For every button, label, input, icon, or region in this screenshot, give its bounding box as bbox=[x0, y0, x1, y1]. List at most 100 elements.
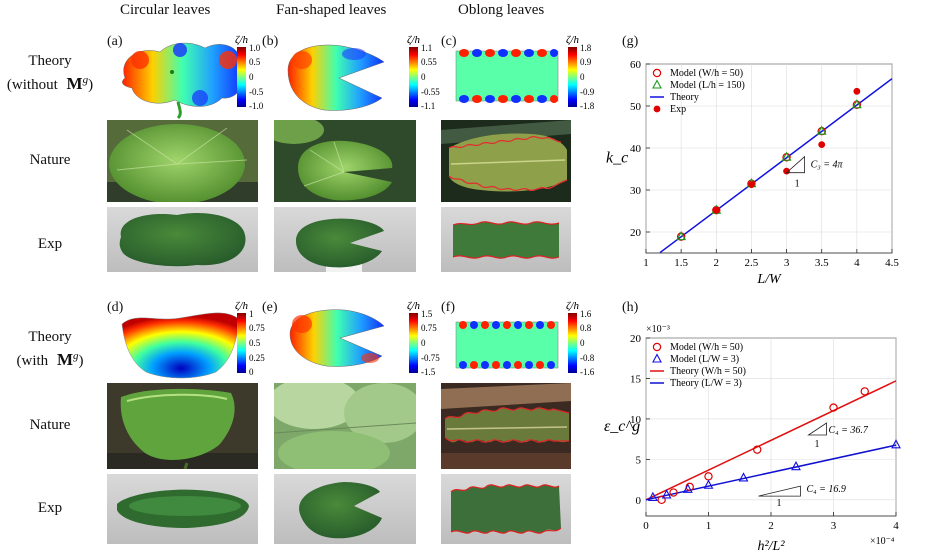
y-scale-label: ×10⁻³ bbox=[646, 324, 670, 335]
nature-fan-photo-2 bbox=[274, 383, 416, 469]
colorbar-tick: 0.75 bbox=[249, 323, 265, 333]
colorbar-tick: 1.6 bbox=[580, 309, 592, 319]
colorbar-title: ζ/h bbox=[235, 300, 249, 312]
colorbar-c: ζ/h 1.8 0.9 0 -0.9 -1.8 bbox=[566, 34, 595, 111]
x-tick-label: 2 bbox=[714, 257, 720, 269]
data-point bbox=[816, 125, 827, 135]
colorbar-title: ζ/h bbox=[407, 34, 421, 46]
cold-spot bbox=[192, 90, 208, 106]
slope-run-label: 1 bbox=[815, 439, 820, 450]
row-label-theory-without: Theory (without Mg) bbox=[6, 53, 94, 93]
slope-annotation: C₃ = 4π bbox=[811, 160, 844, 171]
row-label-exp-2: Exp bbox=[37, 500, 63, 516]
exp-fan-photo-2 bbox=[274, 474, 416, 544]
hot-spot bbox=[292, 315, 312, 333]
cold-spot bbox=[342, 48, 366, 60]
data-point bbox=[748, 181, 755, 188]
legend-label: Model (L/h = 150) bbox=[670, 80, 745, 91]
theory-oblong-leaf-plot-2 bbox=[455, 321, 559, 369]
edge-wave-bottom-2 bbox=[459, 361, 555, 369]
legend-swatch bbox=[652, 79, 662, 89]
hot-spot bbox=[131, 51, 149, 69]
colorbar-tick: 0.5 bbox=[249, 338, 261, 348]
data-point bbox=[738, 472, 749, 482]
hot-spot bbox=[361, 353, 379, 363]
theory-fan-leaf-plot bbox=[287, 44, 385, 111]
column-title-fan: Fan-shaped leaves bbox=[276, 2, 387, 18]
oblong-leaf-shape bbox=[455, 50, 559, 102]
data-point bbox=[703, 479, 714, 489]
nature-circular-photo bbox=[107, 120, 258, 202]
series-line bbox=[645, 444, 897, 501]
edge-wave-top bbox=[459, 49, 558, 57]
colorbar-tick: 0.55 bbox=[421, 57, 437, 67]
legend-label: Model (L/W = 3) bbox=[670, 354, 739, 365]
y-tick-label: 5 bbox=[636, 454, 642, 466]
colorbar-title: ζ/h bbox=[235, 34, 249, 46]
colorbar-tick: 1 bbox=[249, 309, 254, 319]
colorbar-a: ζ/h 1.0 0.5 0 -0.5 -1.0 bbox=[235, 34, 264, 111]
colorbar-tick: -0.8 bbox=[580, 353, 595, 363]
leaf-center-dot bbox=[170, 70, 174, 74]
colorbar-tick: 1.5 bbox=[421, 309, 433, 319]
colorbar-tick: 0 bbox=[249, 367, 254, 377]
series-line bbox=[645, 380, 897, 501]
legend-swatch bbox=[653, 105, 661, 113]
edge-wave-bottom bbox=[459, 95, 558, 103]
colorbar-tick: 0 bbox=[580, 72, 585, 82]
data-point bbox=[647, 491, 658, 501]
y-tick-label: 60 bbox=[630, 59, 642, 71]
colorbar-tick: 0.75 bbox=[421, 323, 437, 333]
colorbar-tick: -0.75 bbox=[421, 353, 440, 363]
data-point bbox=[860, 387, 869, 396]
slope-annotation: C₄ = 16.9 bbox=[807, 484, 846, 495]
exp-oblong-photo-2 bbox=[441, 474, 571, 544]
data-point bbox=[891, 439, 901, 449]
data-point bbox=[661, 489, 672, 499]
colorbar-tick: 0 bbox=[580, 338, 585, 348]
row-label-theory-with: Theory (with Mg) bbox=[16, 329, 84, 369]
nature-fan-photo bbox=[274, 120, 416, 202]
row-label-nature-1: Nature bbox=[29, 152, 71, 168]
data-point bbox=[753, 445, 762, 454]
hot-spot bbox=[292, 51, 312, 69]
colorbar-f: ζ/h 1.6 0.8 0 -0.8 -1.6 bbox=[566, 300, 595, 377]
slope-triangle bbox=[807, 422, 827, 436]
data-point bbox=[676, 230, 687, 241]
legend-label: Exp bbox=[670, 104, 686, 115]
row-label-nature-2: Nature bbox=[29, 417, 71, 433]
colorbar-tick: 0.5 bbox=[249, 57, 261, 67]
x-tick-label: 4 bbox=[854, 257, 860, 269]
data-point bbox=[682, 483, 693, 493]
x-tick-label: 3.5 bbox=[815, 257, 829, 269]
y-tick-label: 20 bbox=[630, 333, 642, 345]
colorbar-tick: 0.8 bbox=[580, 323, 592, 333]
fan-leaf-shape-2 bbox=[289, 309, 385, 367]
data-point bbox=[851, 99, 862, 109]
y-axis-label: k_c bbox=[606, 150, 628, 167]
theory-circular-leaf-plot bbox=[122, 42, 244, 120]
theory-fan-leaf-plot-2 bbox=[289, 309, 385, 367]
colorbar-tick: 0 bbox=[249, 72, 254, 82]
y-tick-label: 15 bbox=[630, 373, 642, 385]
data-point bbox=[781, 151, 792, 161]
nature-oblong-photo bbox=[441, 120, 571, 202]
colorbar-d: ζ/h 1 0.75 0.5 0.25 0 bbox=[235, 300, 265, 377]
y-tick-label: 40 bbox=[630, 143, 642, 155]
theory-oblong-leaf-plot bbox=[455, 49, 559, 103]
slope-annotation: C₄ = 36.7 bbox=[829, 425, 869, 436]
colorbar-tick: -1.1 bbox=[421, 101, 435, 111]
nature-cup-photo bbox=[107, 383, 258, 469]
leaf-stem bbox=[176, 101, 182, 120]
x-axis-label: L/W bbox=[756, 272, 782, 287]
x-tick-label: 1 bbox=[706, 520, 712, 532]
colorbar-b: ζ/h 1.1 0.55 0 -0.55 -1.1 bbox=[407, 34, 440, 111]
legend-swatch bbox=[652, 342, 662, 352]
y-tick-label: 50 bbox=[630, 101, 642, 113]
chart-g: 1 1.5 2 2.5 3 3.5 4 4.5 20 30 40 50 60 Model (W/h = 5… bbox=[606, 59, 899, 287]
fan-leaf-shape bbox=[287, 44, 385, 111]
oblong-leaf-shape-2 bbox=[455, 321, 559, 369]
data-point bbox=[657, 495, 666, 505]
colorbar-tick: -0.55 bbox=[421, 87, 440, 97]
